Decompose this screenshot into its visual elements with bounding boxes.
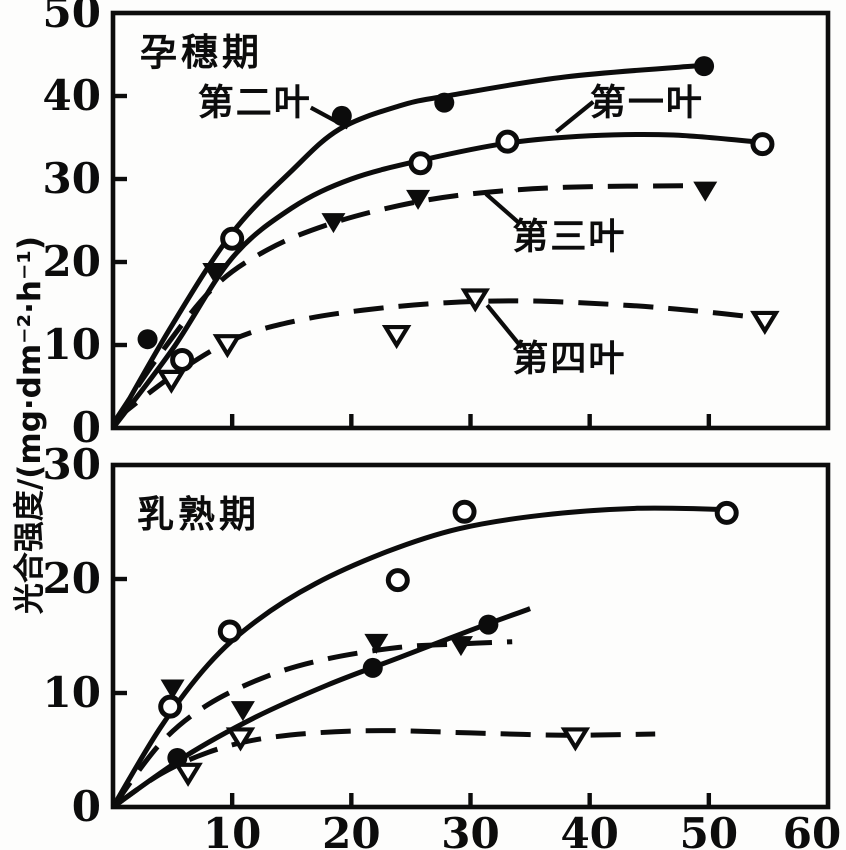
marker-open-triangle-down [212, 334, 243, 359]
panel-title-booting-stage: 孕穗期 [140, 31, 263, 74]
series-label-leader-line [309, 105, 349, 130]
marker-filled-triangle-down [230, 701, 255, 722]
series-curve-open-triangle [111, 298, 767, 424]
marker-filled-circle [694, 56, 715, 77]
marker-open-circle [158, 694, 183, 719]
marker-open-triangle-down [173, 762, 203, 787]
y-tick-label: 40 [43, 71, 101, 120]
y-tick-label: 50 [43, 0, 101, 37]
x-tick-label: 50 [680, 809, 738, 850]
marker-open-triangle-down [156, 369, 187, 394]
marker-open-circle [495, 129, 520, 154]
marker-filled-triangle-down [448, 636, 473, 657]
series-label-leader-line [554, 100, 595, 134]
series-label-leader-line [484, 192, 520, 224]
y-tick-label: 0 [72, 782, 101, 831]
marker-open-circle [220, 226, 245, 251]
series-label-leader-line [485, 303, 524, 349]
marker-open-triangle-down [381, 324, 412, 350]
x-tick-label: 60 [783, 809, 841, 850]
y-tick-label: 10 [43, 668, 101, 717]
x-tick-label: 10 [203, 809, 261, 850]
y-tick-label: 20 [43, 237, 101, 286]
marker-filled-triangle-down [364, 633, 389, 654]
y-tick-label: 30 [43, 154, 101, 203]
series-curve-open-circle [110, 505, 727, 809]
y-tick-label: 20 [43, 554, 101, 603]
y-tick-label: 30 [43, 440, 101, 489]
series-curve-filled-circle [110, 62, 705, 430]
x-tick-label: 40 [560, 809, 618, 850]
series-curve-filled-triangle [110, 639, 513, 809]
series-curve-open-circle [111, 131, 763, 430]
panel-title-milk-stage: 乳熟期 [137, 493, 260, 536]
x-tick-label: 20 [322, 809, 380, 850]
marker-open-circle [714, 500, 739, 525]
marker-open-triangle-down [225, 727, 256, 752]
series-label: 第三叶 [512, 216, 626, 257]
marker-filled-circle [137, 329, 158, 350]
marker-filled-triangle-down [321, 213, 346, 234]
marker-open-triangle-down [750, 310, 780, 335]
marker-open-triangle-down [560, 727, 591, 752]
y-tick-label: 10 [43, 320, 101, 369]
series-label: 第二叶 [198, 83, 312, 124]
marker-filled-circle [434, 92, 455, 113]
marker-filled-triangle-down [693, 181, 718, 202]
y-tick-label: 0 [72, 403, 101, 452]
marker-open-circle [750, 132, 775, 157]
marker-filled-circle [362, 657, 383, 678]
series-label: 第一叶 [590, 83, 704, 124]
marker-open-circle [452, 499, 477, 524]
marker-open-circle [170, 347, 195, 372]
x-tick-label: 30 [441, 809, 499, 850]
marker-open-circle [217, 619, 242, 644]
marker-open-triangle-down [460, 288, 491, 313]
marker-filled-triangle-down [202, 262, 227, 283]
series-curve-filled-triangle [110, 183, 706, 426]
marker-filled-circle [478, 614, 499, 635]
marker-open-circle [385, 568, 410, 593]
series-label: 第四叶 [512, 338, 626, 379]
marker-filled-triangle-down [160, 679, 185, 700]
marker-filled-triangle-down [406, 189, 431, 210]
series-curve-open-triangle [111, 728, 656, 810]
marker-open-circle [408, 151, 433, 176]
y-axis-title: 光合强度/(mg·dm⁻²·h⁻¹) [12, 235, 48, 615]
